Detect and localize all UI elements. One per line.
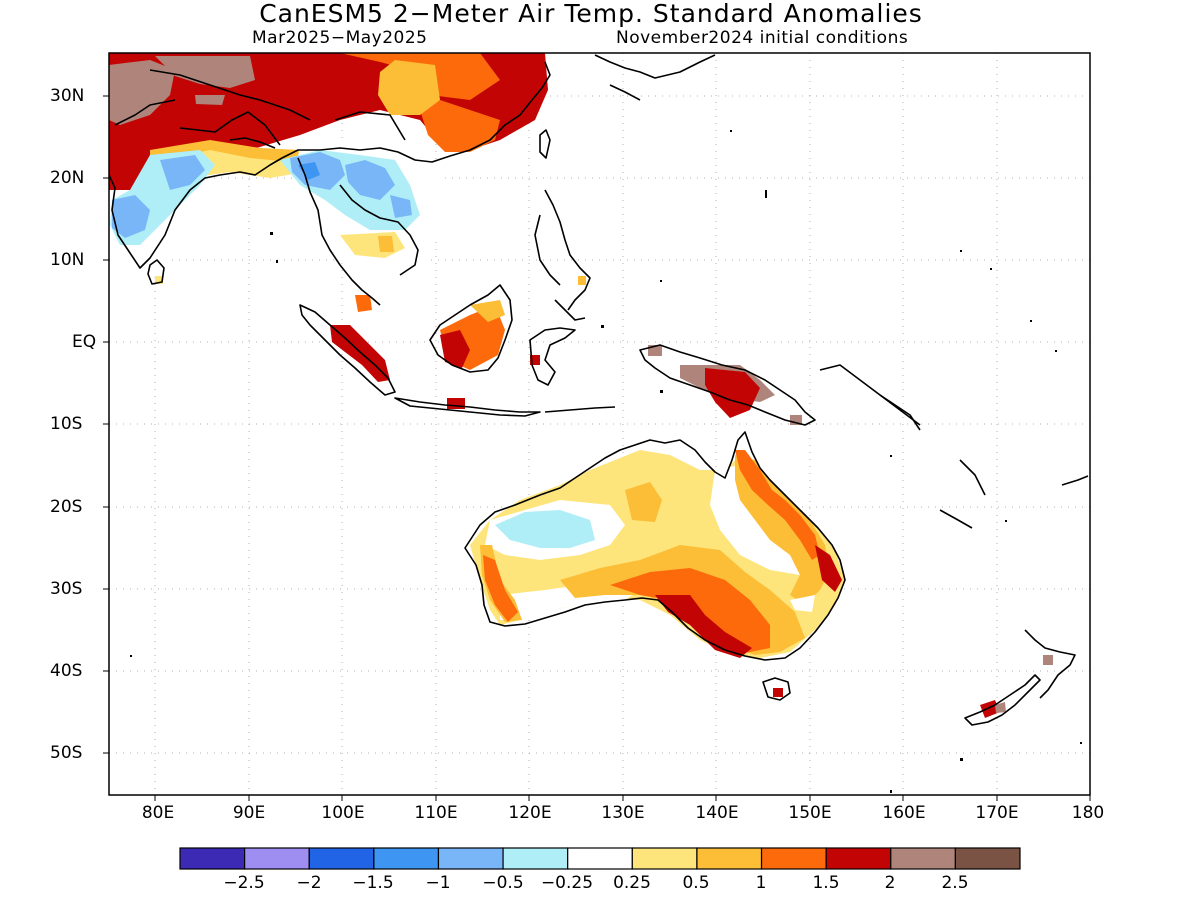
lon-label-120e: 120E (508, 803, 552, 823)
lon-label-150e: 150E (788, 803, 832, 823)
colorbar-swatch (631, 847, 698, 870)
lon-label-100e: 100E (321, 803, 365, 823)
initial-conditions-label: November2024 initial conditions (616, 28, 909, 48)
colorbar-label: 2 (884, 873, 896, 893)
lat-label-50s: 50S (50, 743, 83, 763)
colorbar-swatch (244, 847, 310, 870)
colorbar-swatch (373, 847, 440, 870)
colorbar-label: 1 (755, 873, 767, 893)
colorbar-label: −1 (425, 873, 451, 893)
colorbar-label: 0.25 (613, 873, 651, 893)
colorbar-swatch (308, 847, 375, 870)
colorbar-label: 2.5 (941, 873, 969, 893)
colorbar-label: 1.5 (812, 873, 840, 893)
lon-label-110e: 110E (414, 803, 458, 823)
colorbar-label: −0.25 (540, 873, 594, 893)
colorbar-swatch (567, 847, 633, 870)
colorbar-swatch (502, 847, 569, 870)
lon-label-140e: 140E (695, 803, 739, 823)
colorbar-swatch (696, 847, 763, 870)
lon-label-160e: 160E (882, 803, 926, 823)
colorbar-swatch (760, 847, 827, 870)
map-title: CanESM5 2−Meter Air Temp. Standard Anoma… (259, 0, 923, 28)
colorbar-label: −0.5 (482, 873, 524, 893)
lat-label-eq: EQ (72, 332, 97, 352)
lat-label-30n: 30N (50, 86, 85, 106)
lon-label-180: 180 (1071, 803, 1105, 823)
lon-label-130e: 130E (601, 803, 645, 823)
lat-label-30s: 30S (50, 579, 83, 599)
lat-label-20n: 20N (50, 168, 85, 188)
colorbar-swatch (890, 847, 956, 870)
colorbar-label: 0.5 (682, 873, 710, 893)
lat-label-20s: 20S (50, 497, 83, 517)
colorbar-swatch (179, 847, 246, 870)
axis-ticks (103, 95, 1091, 801)
colorbar-swatch (825, 847, 892, 870)
lat-label-10n: 10N (50, 250, 85, 270)
lat-label-40s: 40S (50, 661, 83, 681)
lat-label-10s: 10S (50, 414, 83, 434)
colorbar-swatch (954, 847, 1021, 870)
colorbar-label: −1.5 (352, 873, 394, 893)
small-islands (130, 130, 1082, 793)
coastlines (109, 54, 1089, 726)
colorbar (179, 847, 1021, 870)
colorbar-label: −2 (296, 873, 322, 893)
season-label: Mar2025−May2025 (252, 28, 428, 48)
colorbar-swatch (437, 847, 504, 870)
lon-label-170e: 170E (975, 803, 1019, 823)
lon-label-80e: 80E (141, 803, 175, 823)
colorbar-label: −2.5 (223, 873, 265, 893)
lon-label-90e: 90E (232, 803, 266, 823)
anomaly-shading (109, 53, 1053, 718)
